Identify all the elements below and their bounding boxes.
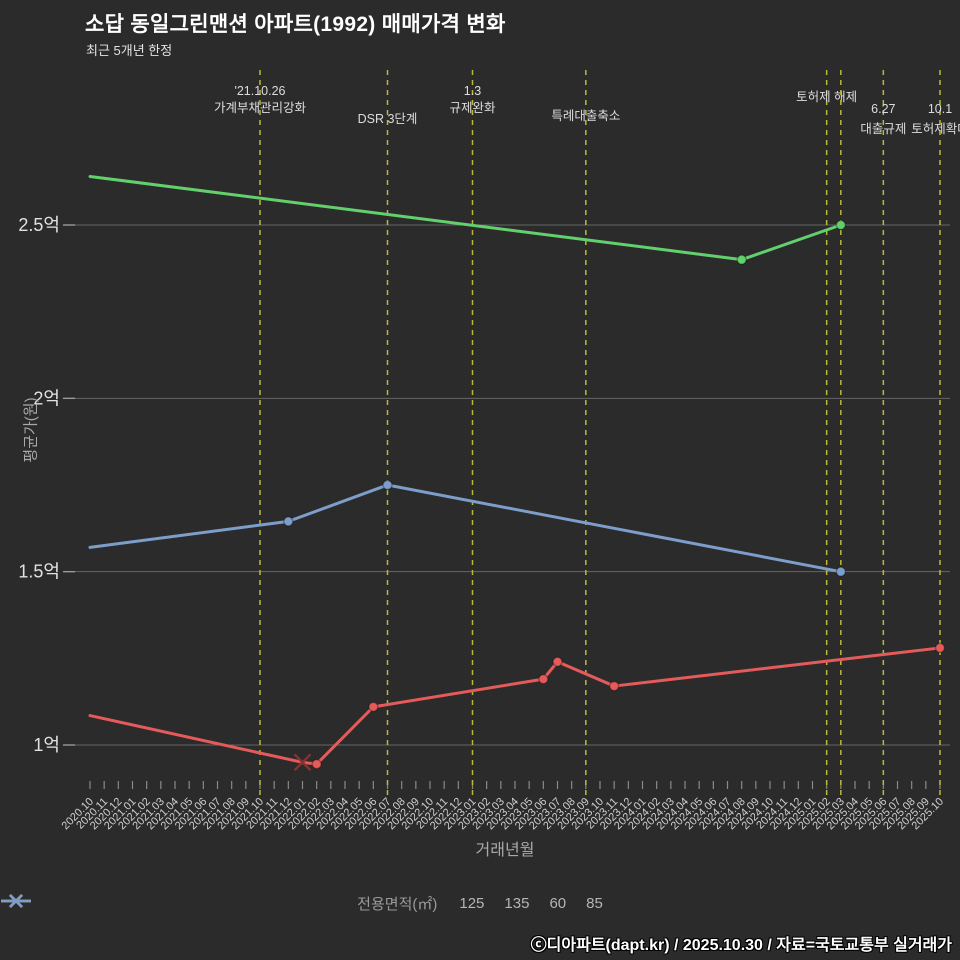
- series-60-point: [368, 701, 379, 713]
- series-60-line: [88, 646, 942, 766]
- legend-item-label: 60: [549, 895, 567, 912]
- annotation-label: 대출규제: [860, 122, 906, 136]
- chart-subtitle: 최근 5개년 한정: [86, 43, 173, 58]
- y-axis-title: 평균가(원): [22, 397, 40, 463]
- legend-item-85: 85: [1, 894, 603, 912]
- series-85-point: [382, 479, 393, 491]
- series-135-point: [736, 254, 747, 265]
- legend-item-135: 135: [1, 894, 530, 912]
- chart-title: 소답 동일그린맨션 아파트(1992) 매매가격 변화: [85, 13, 506, 36]
- attribution-footer: ⓒ디아파트(dapt.kr) / 2025.10.30 / 자료=국토교통부 실…: [530, 937, 952, 954]
- y-tick-label: 2.5억: [18, 215, 60, 235]
- series-85-point: [283, 516, 294, 527]
- series-60-point: [552, 656, 563, 668]
- annotation-label: 특례대출축소: [551, 109, 620, 123]
- y-tick-label: 1억: [33, 735, 60, 755]
- legend: 전용면적(㎡) 125 135 60 85: [0, 893, 960, 914]
- annotation-label: DSR 3단계: [358, 112, 418, 126]
- annotation-label: 토허제확대: [911, 122, 960, 136]
- series-135-line: [88, 174, 843, 262]
- x-axis-title: 거래년월: [475, 842, 535, 859]
- legend-item-label: 125: [459, 895, 485, 912]
- series-60-point: [934, 642, 946, 654]
- annotation-label: 1.3: [464, 84, 481, 98]
- annotation-label: 가계부채관리강화: [214, 101, 307, 115]
- series-60-point: [608, 680, 620, 692]
- annotation-label: '21.10.26: [234, 84, 285, 98]
- annotation-label: 규제완화: [449, 101, 496, 115]
- series-85-line: [88, 483, 843, 574]
- annotation-label: 6.27: [871, 102, 895, 116]
- y-tick-label: 1.5억: [18, 562, 60, 582]
- y-tick-label: 2억: [33, 388, 60, 408]
- annotation-label: 10.1: [928, 102, 952, 116]
- annotation-label: 토허제 해제: [796, 90, 857, 104]
- legend-item-60: 60: [1, 894, 567, 912]
- legend-title: 전용면적(㎡): [357, 896, 438, 913]
- series-60-point: [311, 758, 322, 770]
- legend-marker-icon: [1, 894, 31, 908]
- series-85-point: [835, 566, 847, 577]
- legend-item-125: 125: [1, 894, 485, 912]
- series-135-point: [835, 219, 847, 231]
- legend-item-label: 135: [504, 895, 530, 912]
- series-60-point: [538, 673, 549, 685]
- series-60-x-marker: [293, 753, 312, 772]
- legend-item-label: 85: [586, 895, 603, 912]
